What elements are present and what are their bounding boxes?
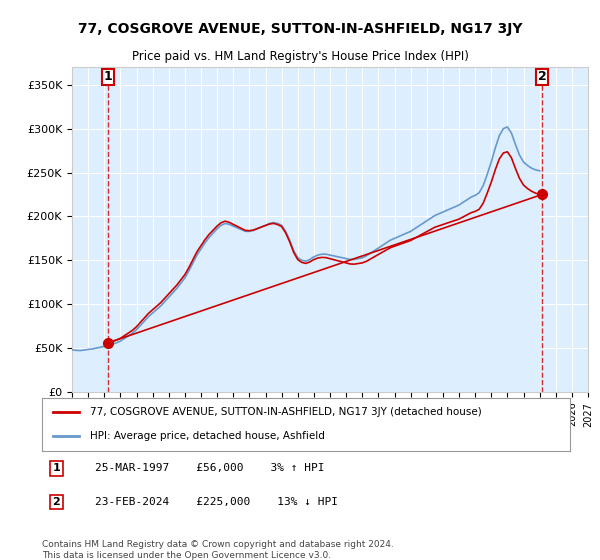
Text: 2: 2: [538, 71, 547, 83]
Text: 1: 1: [104, 71, 112, 83]
Text: 77, COSGROVE AVENUE, SUTTON-IN-ASHFIELD, NG17 3JY: 77, COSGROVE AVENUE, SUTTON-IN-ASHFIELD,…: [78, 22, 522, 36]
Text: 1: 1: [53, 463, 61, 473]
Text: Price paid vs. HM Land Registry's House Price Index (HPI): Price paid vs. HM Land Registry's House …: [131, 50, 469, 63]
Text: 23-FEB-2024    £225,000    13% ↓ HPI: 23-FEB-2024 £225,000 13% ↓ HPI: [95, 497, 338, 507]
Text: 77, COSGROVE AVENUE, SUTTON-IN-ASHFIELD, NG17 3JY (detached house): 77, COSGROVE AVENUE, SUTTON-IN-ASHFIELD,…: [89, 408, 481, 418]
Text: 25-MAR-1997    £56,000    3% ↑ HPI: 25-MAR-1997 £56,000 3% ↑ HPI: [95, 463, 325, 473]
Text: Contains HM Land Registry data © Crown copyright and database right 2024.
This d: Contains HM Land Registry data © Crown c…: [42, 540, 394, 560]
Text: 2: 2: [53, 497, 61, 507]
Text: HPI: Average price, detached house, Ashfield: HPI: Average price, detached house, Ashf…: [89, 431, 325, 441]
